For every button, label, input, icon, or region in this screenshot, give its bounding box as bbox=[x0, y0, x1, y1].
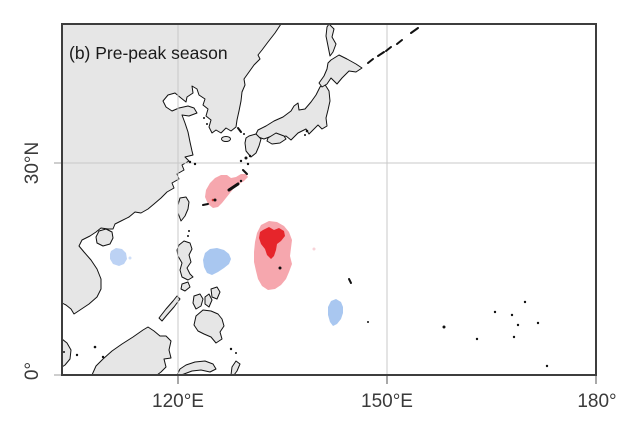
landmasses bbox=[63, 25, 363, 375]
island-sakhalin bbox=[325, 25, 337, 57]
island-palawan bbox=[158, 295, 181, 322]
anomaly-red-core bbox=[259, 227, 285, 259]
kuril-islands-dash bbox=[377, 51, 385, 57]
tokara-island-dot bbox=[246, 162, 250, 166]
island-hainan bbox=[95, 228, 114, 247]
yellow-sea-island-dot bbox=[206, 123, 208, 125]
micronesia-island-dot bbox=[512, 335, 516, 339]
micronesia-island-dot bbox=[545, 364, 549, 368]
zhoushan-island-dot bbox=[188, 160, 192, 164]
natuna-island-dot bbox=[101, 355, 105, 359]
okinawa-island-dash bbox=[227, 182, 240, 192]
axis-ticks bbox=[54, 162, 597, 384]
island-kyushu bbox=[244, 133, 262, 158]
x-axis-label-180: 180° bbox=[577, 391, 616, 412]
graticule bbox=[63, 25, 596, 375]
y-axis-label-30n: 30°N bbox=[22, 142, 43, 184]
zhoushan-island-dot bbox=[193, 162, 197, 166]
miyako-island-dot bbox=[213, 198, 217, 202]
panel-title: (b) Pre-peak season bbox=[69, 43, 228, 63]
guam-island-dash bbox=[348, 278, 352, 284]
batanes-island-dot bbox=[187, 235, 189, 237]
faint-island-dot bbox=[367, 321, 369, 323]
landmass-malay-peninsula bbox=[63, 339, 72, 367]
micronesia-island-dot bbox=[523, 300, 527, 304]
kuril-islands-dash bbox=[367, 58, 374, 64]
natuna-island-dot bbox=[93, 345, 97, 349]
kuril-islands-dash bbox=[410, 27, 419, 34]
micronesia-island-dot bbox=[510, 313, 514, 317]
izu-island-dot bbox=[305, 129, 309, 133]
island-panay-negros bbox=[192, 293, 204, 310]
batanes-island-dot bbox=[188, 230, 190, 232]
micronesia-island-dot bbox=[516, 323, 520, 327]
iki-island-dot bbox=[243, 133, 245, 135]
satsunan-island-dot bbox=[248, 154, 252, 158]
micronesia-island-dot bbox=[475, 337, 479, 341]
natuna-island-dot bbox=[63, 351, 65, 353]
kuril-islands-dash bbox=[396, 39, 403, 45]
island-luzon bbox=[176, 240, 194, 281]
micronesia-island-dot bbox=[442, 325, 446, 329]
micronesia-island-dot bbox=[536, 321, 540, 325]
island-borneo bbox=[91, 326, 172, 375]
island-mindanao bbox=[193, 309, 225, 344]
axis-labels: 120°E 150°E 180° 30°N 0° bbox=[22, 142, 617, 412]
yellow-sea-island-dot bbox=[203, 117, 205, 119]
amami-island-dash bbox=[242, 169, 248, 175]
island-mindoro bbox=[180, 281, 191, 292]
island-cebu-leyte bbox=[204, 293, 213, 308]
micronesia-island-dot bbox=[493, 310, 497, 314]
kuril-islands-dash bbox=[385, 46, 392, 52]
small-islands bbox=[63, 27, 549, 368]
tsushima-island-dash bbox=[237, 127, 242, 133]
anomaly-blue-west-pacific bbox=[328, 299, 343, 326]
moluccas-island-dot bbox=[235, 352, 237, 354]
izu-island-dot bbox=[304, 134, 306, 136]
yap-island-dot bbox=[278, 266, 282, 270]
ishigaki-island-dash bbox=[202, 203, 209, 206]
x-axis-label-120e: 120°E bbox=[152, 391, 204, 412]
island-hokkaido bbox=[318, 54, 363, 88]
island-jeju bbox=[221, 136, 231, 142]
satsunan-island-dot bbox=[244, 156, 248, 160]
satsunan-island-dot bbox=[239, 159, 243, 163]
anomaly-blue-south-of-hainan bbox=[110, 248, 127, 266]
anomaly-blue-speck bbox=[128, 256, 132, 260]
island-shikoku bbox=[266, 132, 287, 145]
y-axis-label-0: 0° bbox=[22, 362, 43, 380]
map-frame bbox=[61, 23, 597, 376]
landmass-asia-mainland bbox=[63, 25, 281, 315]
ryukyu-island-dot bbox=[239, 179, 243, 183]
anomaly-pink-speck bbox=[312, 247, 316, 251]
moluccas-island-dot bbox=[229, 347, 233, 351]
anomaly-blue-east-of-luzon bbox=[203, 248, 231, 275]
island-samar bbox=[210, 286, 221, 300]
island-halmahera bbox=[230, 360, 241, 375]
x-axis-label-150e: 150°E bbox=[361, 391, 413, 412]
natuna-island-dot bbox=[75, 353, 79, 357]
